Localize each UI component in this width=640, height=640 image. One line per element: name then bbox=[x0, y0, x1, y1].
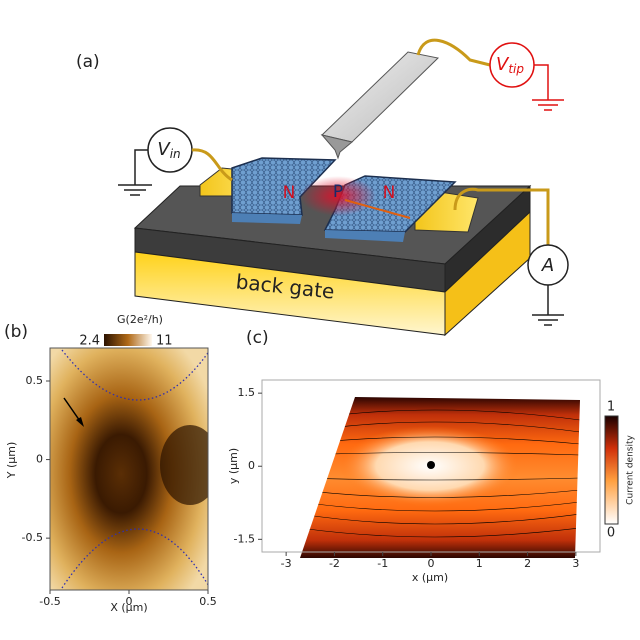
x-tick-label: -3 bbox=[281, 557, 292, 570]
panel-label: (a) bbox=[76, 52, 100, 72]
colorbar-title: G(2e²/h) bbox=[117, 313, 163, 326]
y-axis-label: y (μm) bbox=[227, 448, 240, 484]
y-tick-label: -0.5 bbox=[22, 531, 43, 544]
colorbar bbox=[604, 415, 619, 525]
vtip-subscript: tip bbox=[508, 62, 524, 76]
vin-label: Vin bbox=[157, 139, 180, 161]
y-axis-label: Y (μm) bbox=[5, 442, 18, 480]
y-tick-label: 1.5 bbox=[238, 386, 256, 399]
x-axis-label: X (μm) bbox=[110, 601, 147, 614]
region-label: N bbox=[383, 183, 396, 203]
ammeter-label: A bbox=[541, 255, 554, 276]
colorbar bbox=[104, 334, 152, 346]
panel-label: (c) bbox=[246, 328, 269, 348]
center-spot bbox=[427, 461, 435, 469]
vin-subscript: in bbox=[170, 147, 181, 161]
boundary-line bbox=[61, 349, 208, 589]
x-tick-label: 0 bbox=[428, 557, 435, 570]
y-tick-label: 0 bbox=[248, 459, 255, 472]
ground bbox=[532, 64, 564, 111]
panel-c: (c) Current density x (μm) y (μm) bbox=[227, 328, 636, 584]
y-tick-label: 0 bbox=[36, 453, 43, 466]
vtip-label: Vtip bbox=[496, 54, 524, 76]
x-axis-label: x (μm) bbox=[412, 571, 448, 584]
ground bbox=[532, 285, 564, 326]
panel-a: (a) back gate N P N Vtip Vin A bbox=[76, 38, 569, 337]
graphene-edge bbox=[232, 213, 302, 224]
x-tick-label: -2 bbox=[329, 557, 340, 570]
colorbar-tick-label: 2.4 bbox=[79, 334, 100, 349]
current-arrow bbox=[344, 199, 411, 219]
x-tick-label: 0 bbox=[126, 595, 133, 608]
tip-body bbox=[320, 51, 440, 143]
x-tick-label: 1 bbox=[476, 557, 483, 570]
y-tick-label: 0.5 bbox=[26, 374, 44, 387]
x-tick-label: 3 bbox=[572, 557, 579, 570]
x-tick-label: -1 bbox=[377, 557, 388, 570]
region-label: N bbox=[283, 183, 296, 203]
wire bbox=[191, 148, 233, 182]
region-label: P bbox=[333, 182, 343, 202]
heatmap-feature bbox=[160, 425, 208, 505]
vin-symbol: V bbox=[157, 139, 171, 160]
vtip-symbol: V bbox=[496, 54, 510, 75]
x-tick-label: -0.5 bbox=[39, 595, 60, 608]
panel-b: (b) G(2e²/h) X (μm) Y (μm) bbox=[4, 313, 209, 614]
wire bbox=[453, 187, 550, 245]
colorbar-tick-label: 1 bbox=[607, 400, 615, 415]
ground bbox=[118, 149, 152, 196]
x-tick-label: 0.5 bbox=[199, 595, 217, 608]
graphene-edge bbox=[325, 230, 405, 242]
colorbar-tick-label: 0 bbox=[607, 526, 615, 541]
pn-spot bbox=[300, 176, 376, 216]
panel-label: (b) bbox=[4, 322, 28, 342]
y-tick-label: -1.5 bbox=[234, 532, 255, 545]
tip-end bbox=[320, 134, 354, 160]
colorbar-tick-label: 11 bbox=[156, 334, 173, 349]
wire bbox=[416, 38, 491, 67]
x-tick-label: 2 bbox=[524, 557, 531, 570]
colorbar-title: Current density bbox=[626, 435, 636, 505]
arrowhead bbox=[76, 417, 84, 427]
